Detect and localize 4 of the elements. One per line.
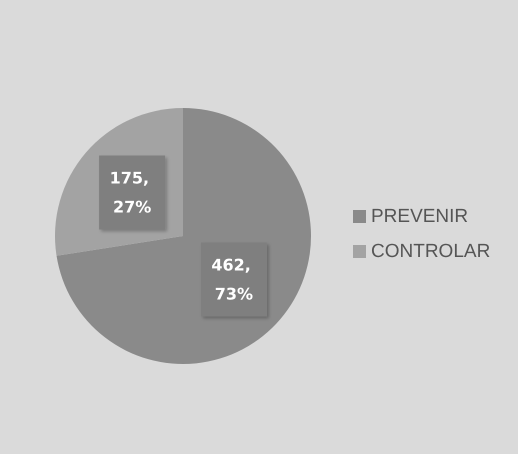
legend-label: PREVENIR: [371, 206, 468, 227]
data-label: 462, 73%: [211, 256, 256, 304]
data-label: 175, 27%: [110, 168, 155, 216]
legend-label: CONTROLAR: [371, 241, 490, 262]
